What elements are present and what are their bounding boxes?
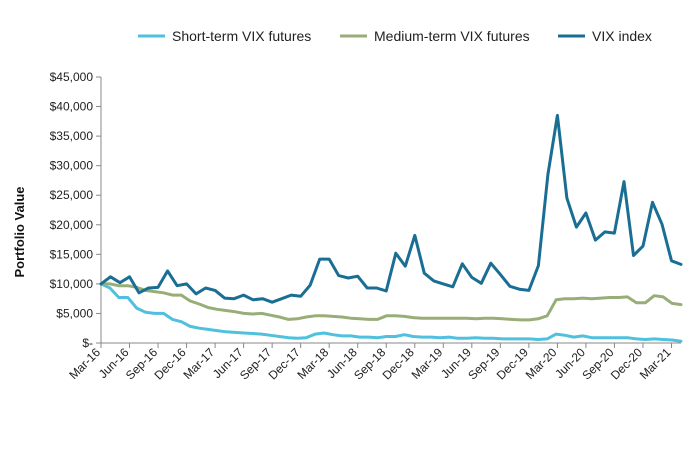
y-tick-label: $35,000 (50, 129, 94, 143)
y-tick-label: $15,000 (50, 247, 94, 261)
y-axis-ticks: $- $5,000 $10,000 $15,000 $20,000 $25,000 $30,… (50, 70, 101, 350)
legend: Short-term VIX futures Medium-term VIX f… (138, 28, 652, 44)
series-lines (99, 113, 683, 343)
y-tick-label: $10,000 (50, 277, 94, 291)
y-tick-label: $25,000 (50, 188, 94, 202)
legend-label-vix-index: VIX index (592, 28, 652, 44)
x-tick-label: Mar-21 (637, 345, 674, 382)
x-tick-label: Mar-18 (295, 345, 332, 382)
legend-item-short-term: Short-term VIX futures (138, 28, 311, 44)
x-tick-label: Dec-20 (608, 345, 645, 382)
legend-item-medium-term: Medium-term VIX futures (340, 28, 530, 44)
x-tick-label: Dec-18 (380, 345, 417, 382)
x-tick-label: Mar-20 (523, 345, 560, 382)
y-tick-label: $- (82, 336, 93, 350)
x-tick-label: Mar-16 (66, 345, 103, 382)
x-tick-label: Dec-16 (151, 345, 188, 382)
x-axis-ticks: Mar-16Jun-16Sep-16Dec-16Mar-17Jun-17Sep-… (66, 343, 674, 382)
legend-label-short-term: Short-term VIX futures (172, 28, 311, 44)
legend-item-vix-index: VIX index (558, 28, 652, 44)
y-tick-label: $20,000 (50, 218, 94, 232)
series-line-vix-index (99, 113, 683, 304)
legend-label-medium-term: Medium-term VIX futures (374, 28, 530, 44)
x-tick-label: Mar-17 (180, 345, 217, 382)
y-tick-label: $45,000 (50, 70, 94, 84)
x-tick-label: Dec-19 (494, 345, 531, 382)
y-tick-label: $5,000 (56, 306, 93, 320)
x-tick-label: Dec-17 (266, 345, 303, 382)
x-tick-label: Mar-19 (409, 345, 446, 382)
series-line-medium-term (99, 282, 683, 322)
y-axis-title: Portfolio Value (12, 186, 27, 277)
y-tick-label: $30,000 (50, 159, 94, 173)
axes (100, 77, 681, 344)
y-tick-label: $40,000 (50, 100, 94, 114)
series-line-short-term (99, 282, 683, 343)
